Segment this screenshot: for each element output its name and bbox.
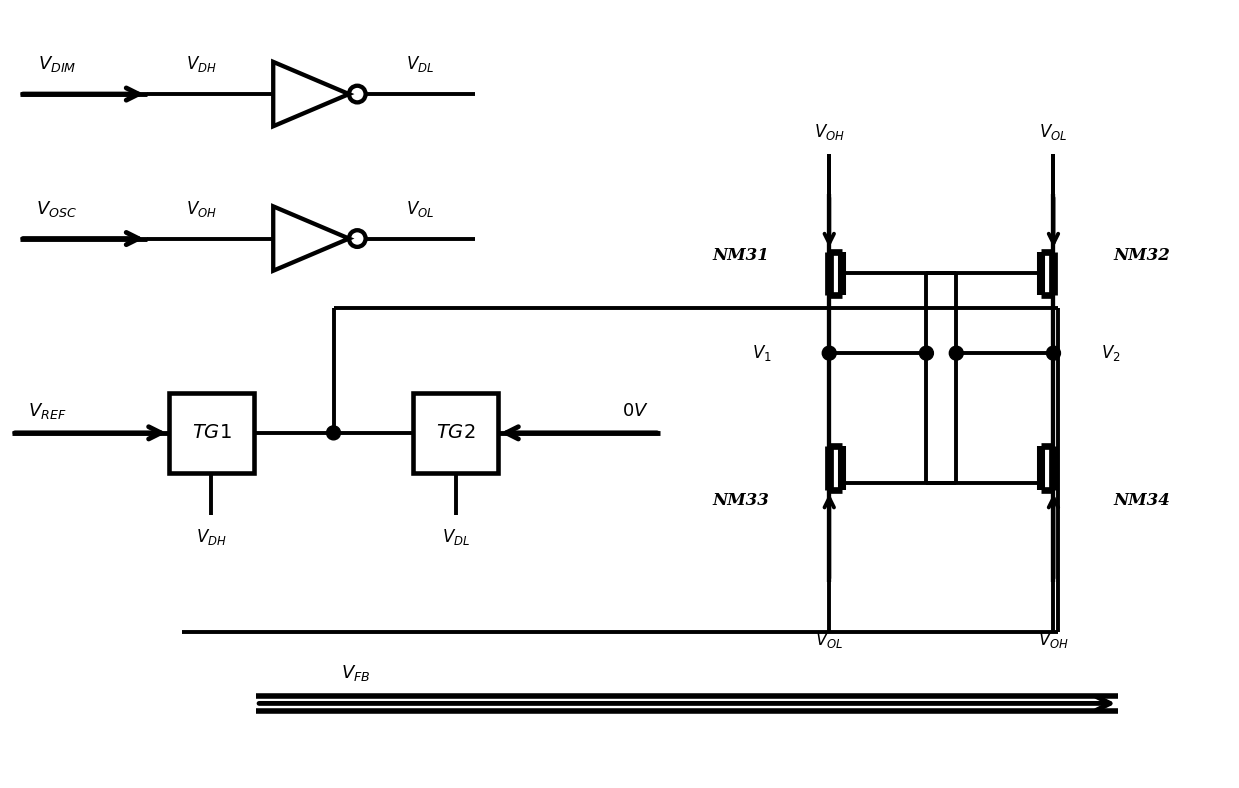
Text: $V_{DL}$: $V_{DL}$ [441, 527, 470, 548]
Text: $V_{DH}$: $V_{DH}$ [196, 527, 227, 548]
Circle shape [823, 346, 836, 360]
Text: $\mathit{TG1}$: $\mathit{TG1}$ [192, 424, 232, 442]
Text: $V_{DH}$: $V_{DH}$ [186, 54, 217, 74]
Circle shape [327, 426, 341, 440]
Text: NM33: NM33 [712, 492, 769, 509]
Circle shape [949, 346, 963, 360]
Text: NM32: NM32 [1114, 247, 1170, 264]
Text: NM34: NM34 [1114, 492, 1170, 509]
Text: $0V$: $0V$ [622, 402, 648, 420]
Text: $V_{OSC}$: $V_{OSC}$ [36, 199, 78, 218]
Text: $V_1$: $V_1$ [752, 343, 772, 363]
Text: $\mathit{TG2}$: $\mathit{TG2}$ [436, 424, 476, 442]
Circle shape [919, 346, 933, 360]
Text: $V_{DL}$: $V_{DL}$ [406, 54, 435, 74]
Circle shape [1047, 346, 1061, 360]
Bar [169, 393, 254, 473]
Text: $V_{FB}$: $V_{FB}$ [341, 663, 370, 683]
Text: $V_{OH}$: $V_{OH}$ [1038, 630, 1069, 650]
Text: $V_{OL}$: $V_{OL}$ [406, 199, 435, 218]
Text: $V_{OL}$: $V_{OL}$ [1040, 122, 1068, 142]
Text: $V_{OH}$: $V_{OH}$ [186, 199, 217, 218]
Text: $V_{OL}$: $V_{OL}$ [815, 630, 844, 650]
Text: $V_2$: $V_2$ [1101, 343, 1121, 363]
Bar [414, 393, 498, 473]
Text: NM31: NM31 [712, 247, 769, 264]
Text: $V_{OH}$: $V_{OH}$ [814, 122, 845, 142]
Text: $V_{DIM}$: $V_{DIM}$ [38, 54, 76, 74]
Text: $V_{REF}$: $V_{REF}$ [27, 401, 66, 421]
